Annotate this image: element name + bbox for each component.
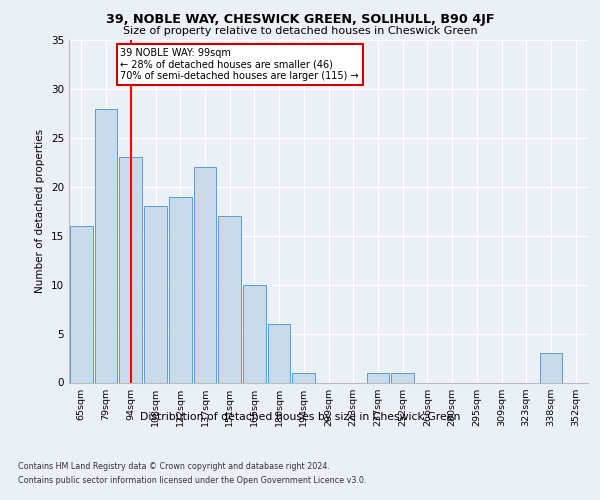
Bar [539,353,562,382]
Text: Size of property relative to detached houses in Cheswick Green: Size of property relative to detached ho… [122,26,478,36]
Text: Contains HM Land Registry data © Crown copyright and database right 2024.: Contains HM Land Registry data © Crown c… [18,462,330,471]
Text: Distribution of detached houses by size in Cheswick Green: Distribution of detached houses by size … [140,412,460,422]
Text: Contains public sector information licensed under the Open Government Licence v3: Contains public sector information licen… [18,476,367,485]
Bar [119,158,142,382]
Bar [95,108,118,382]
Bar [391,372,414,382]
Bar [367,372,389,382]
Bar [292,372,315,382]
Bar [144,206,167,382]
Text: 39 NOBLE WAY: 99sqm
← 28% of detached houses are smaller (46)
70% of semi-detach: 39 NOBLE WAY: 99sqm ← 28% of detached ho… [121,48,359,81]
Bar [194,167,216,382]
Bar [268,324,290,382]
Bar [243,284,266,382]
Text: 39, NOBLE WAY, CHESWICK GREEN, SOLIHULL, B90 4JF: 39, NOBLE WAY, CHESWICK GREEN, SOLIHULL,… [106,12,494,26]
Bar [70,226,93,382]
Bar [169,196,191,382]
Bar [218,216,241,382]
Y-axis label: Number of detached properties: Number of detached properties [35,129,46,294]
